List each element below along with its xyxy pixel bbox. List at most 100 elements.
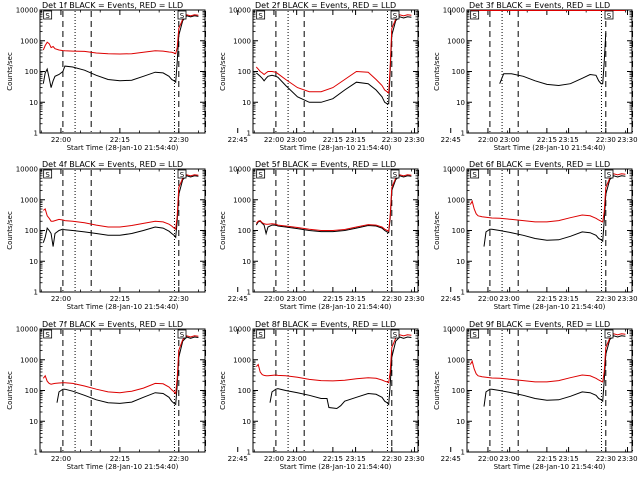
y-tick-label: 10000 — [16, 166, 38, 174]
y-tick-label: 1000 — [233, 37, 251, 45]
y-tick-label: 1 — [461, 289, 465, 297]
events-series-line — [255, 175, 412, 236]
events-series-line — [269, 336, 412, 410]
y-tick-label: 100 — [452, 227, 465, 235]
x-tick-label: 23:30 — [404, 455, 424, 463]
panel-7: Det 7f BLACK = Events, RED = LLD 1 10 100 10… — [6, 320, 425, 471]
y-axis-label: Counts/sec — [6, 371, 14, 410]
panel-title: Det 1f BLACK = Events, RED = LLD — [42, 1, 183, 10]
x-tick-label: 22:15 — [323, 295, 343, 303]
x-tick-label: 22:45 — [228, 136, 248, 144]
y-axis-label: Counts/sec — [6, 211, 14, 250]
marker-box — [470, 329, 480, 339]
marker-label: S — [472, 12, 477, 20]
x-tick-label: 22:30 — [382, 295, 402, 303]
marker-label: S — [258, 12, 263, 20]
y-axis-label: Counts/sec — [219, 211, 227, 250]
y-tick-label: 10 — [242, 99, 251, 107]
marker-box — [604, 169, 614, 179]
marker-box — [604, 329, 614, 339]
x-tick-label: 23:15 — [345, 455, 365, 463]
x-tick-label: 22:00 — [264, 136, 284, 144]
x-axis-label: Start Time (28-Jan-10 21:54:40) — [67, 463, 179, 471]
x-tick-label: 23:30 — [617, 136, 637, 144]
x-tick-label: 22:00 — [51, 295, 71, 303]
y-tick-label: 1 — [247, 449, 251, 457]
marker-label: S — [180, 331, 185, 339]
x-tick-label: 22:30 — [596, 455, 616, 463]
y-tick-label: 1000 — [447, 356, 465, 364]
y-tick-label: 10 — [29, 258, 38, 266]
x-tick-label: 23:15 — [558, 136, 578, 144]
y-tick-label: 1000 — [233, 196, 251, 204]
x-tick-label: 22:30 — [169, 295, 189, 303]
y-tick-label: 10000 — [16, 326, 38, 334]
marker-box — [177, 169, 187, 179]
lld-series-line — [42, 14, 199, 55]
x-axis-label: Start Time (28-Jan-10 21:54:40) — [67, 144, 179, 152]
lld-series-line — [42, 335, 199, 395]
lld-series-line — [43, 174, 199, 231]
marker-box — [390, 329, 400, 339]
panel-3: Det 3f BLACK = Events, RED = LLD 1 10 100 10… — [433, 1, 634, 152]
y-axis-label: Counts/sec — [219, 52, 227, 91]
marker-label: S — [393, 331, 398, 339]
x-tick-label: 22:00 — [51, 136, 71, 144]
y-tick-label: 100 — [238, 68, 251, 76]
y-tick-label: 10000 — [229, 166, 251, 174]
y-tick-label: 1 — [34, 449, 38, 457]
marker-label: S — [607, 12, 612, 20]
panel-6: Det 6f BLACK = Events, RED = LLD 1 10 100 10… — [433, 160, 634, 311]
panel-title: Det 6f BLACK = Events, RED = LLD — [469, 160, 610, 169]
panel-title: Det 4f BLACK = Events, RED = LLD — [42, 160, 183, 169]
y-axis-label: Counts/sec — [433, 371, 441, 410]
marker-box — [390, 10, 400, 20]
panel-title: Det 8f BLACK = Events, RED = LLD — [255, 320, 396, 329]
marker-label: S — [607, 171, 612, 179]
panel-title: Det 5f BLACK = Events, RED = LLD — [255, 160, 396, 169]
x-axis-label: Start Time (28-Jan-10 21:54:40) — [494, 463, 606, 471]
marker-box — [177, 10, 187, 20]
x-tick-label: 22:45 — [441, 295, 461, 303]
y-tick-label: 1 — [461, 130, 465, 138]
y-tick-label: 1000 — [20, 37, 38, 45]
y-tick-label: 10000 — [229, 7, 251, 15]
panel-4: Det 4f BLACK = Events, RED = LLD 1 10 100 10… — [6, 160, 425, 311]
y-tick-label: 10 — [242, 418, 251, 426]
panel-2: Det 2f BLACK = Events, RED = LLD 1 10 100 10… — [219, 1, 638, 152]
x-tick-label: 22:00 — [264, 455, 284, 463]
y-axis-label: Counts/sec — [219, 371, 227, 410]
y-tick-label: 100 — [238, 227, 251, 235]
x-tick-label: 23:30 — [404, 136, 424, 144]
events-series-line — [42, 15, 199, 88]
lld-series-line — [255, 334, 412, 384]
x-tick-label: 23:00 — [500, 455, 520, 463]
x-tick-label: 23:15 — [345, 136, 365, 144]
y-tick-label: 10 — [242, 258, 251, 266]
x-axis-label: Start Time (28-Jan-10 21:54:40) — [67, 303, 179, 311]
events-series-line — [42, 175, 199, 247]
marker-label: S — [258, 331, 263, 339]
y-tick-label: 1000 — [20, 356, 38, 364]
y-tick-label: 1 — [34, 130, 38, 138]
x-tick-label: 22:15 — [537, 295, 557, 303]
x-tick-label: 22:30 — [596, 295, 616, 303]
y-tick-label: 10000 — [443, 7, 465, 15]
y-tick-label: 1 — [34, 289, 38, 297]
marker-label: S — [45, 331, 50, 339]
x-tick-label: 22:30 — [169, 455, 189, 463]
events-series-line — [483, 335, 626, 407]
marker-box — [470, 169, 480, 179]
y-axis-label: Counts/sec — [433, 211, 441, 250]
marker-box — [604, 10, 614, 20]
x-tick-label: 23:30 — [617, 455, 637, 463]
y-tick-label: 1000 — [233, 356, 251, 364]
plot-frame — [466, 9, 633, 134]
x-tick-label: 23:30 — [404, 295, 424, 303]
x-tick-label: 22:00 — [51, 455, 71, 463]
plot-frame — [252, 328, 419, 453]
x-tick-label: 23:15 — [558, 295, 578, 303]
y-tick-label: 100 — [25, 227, 38, 235]
x-tick-label: 22:30 — [382, 455, 402, 463]
y-tick-label: 10000 — [16, 7, 38, 15]
